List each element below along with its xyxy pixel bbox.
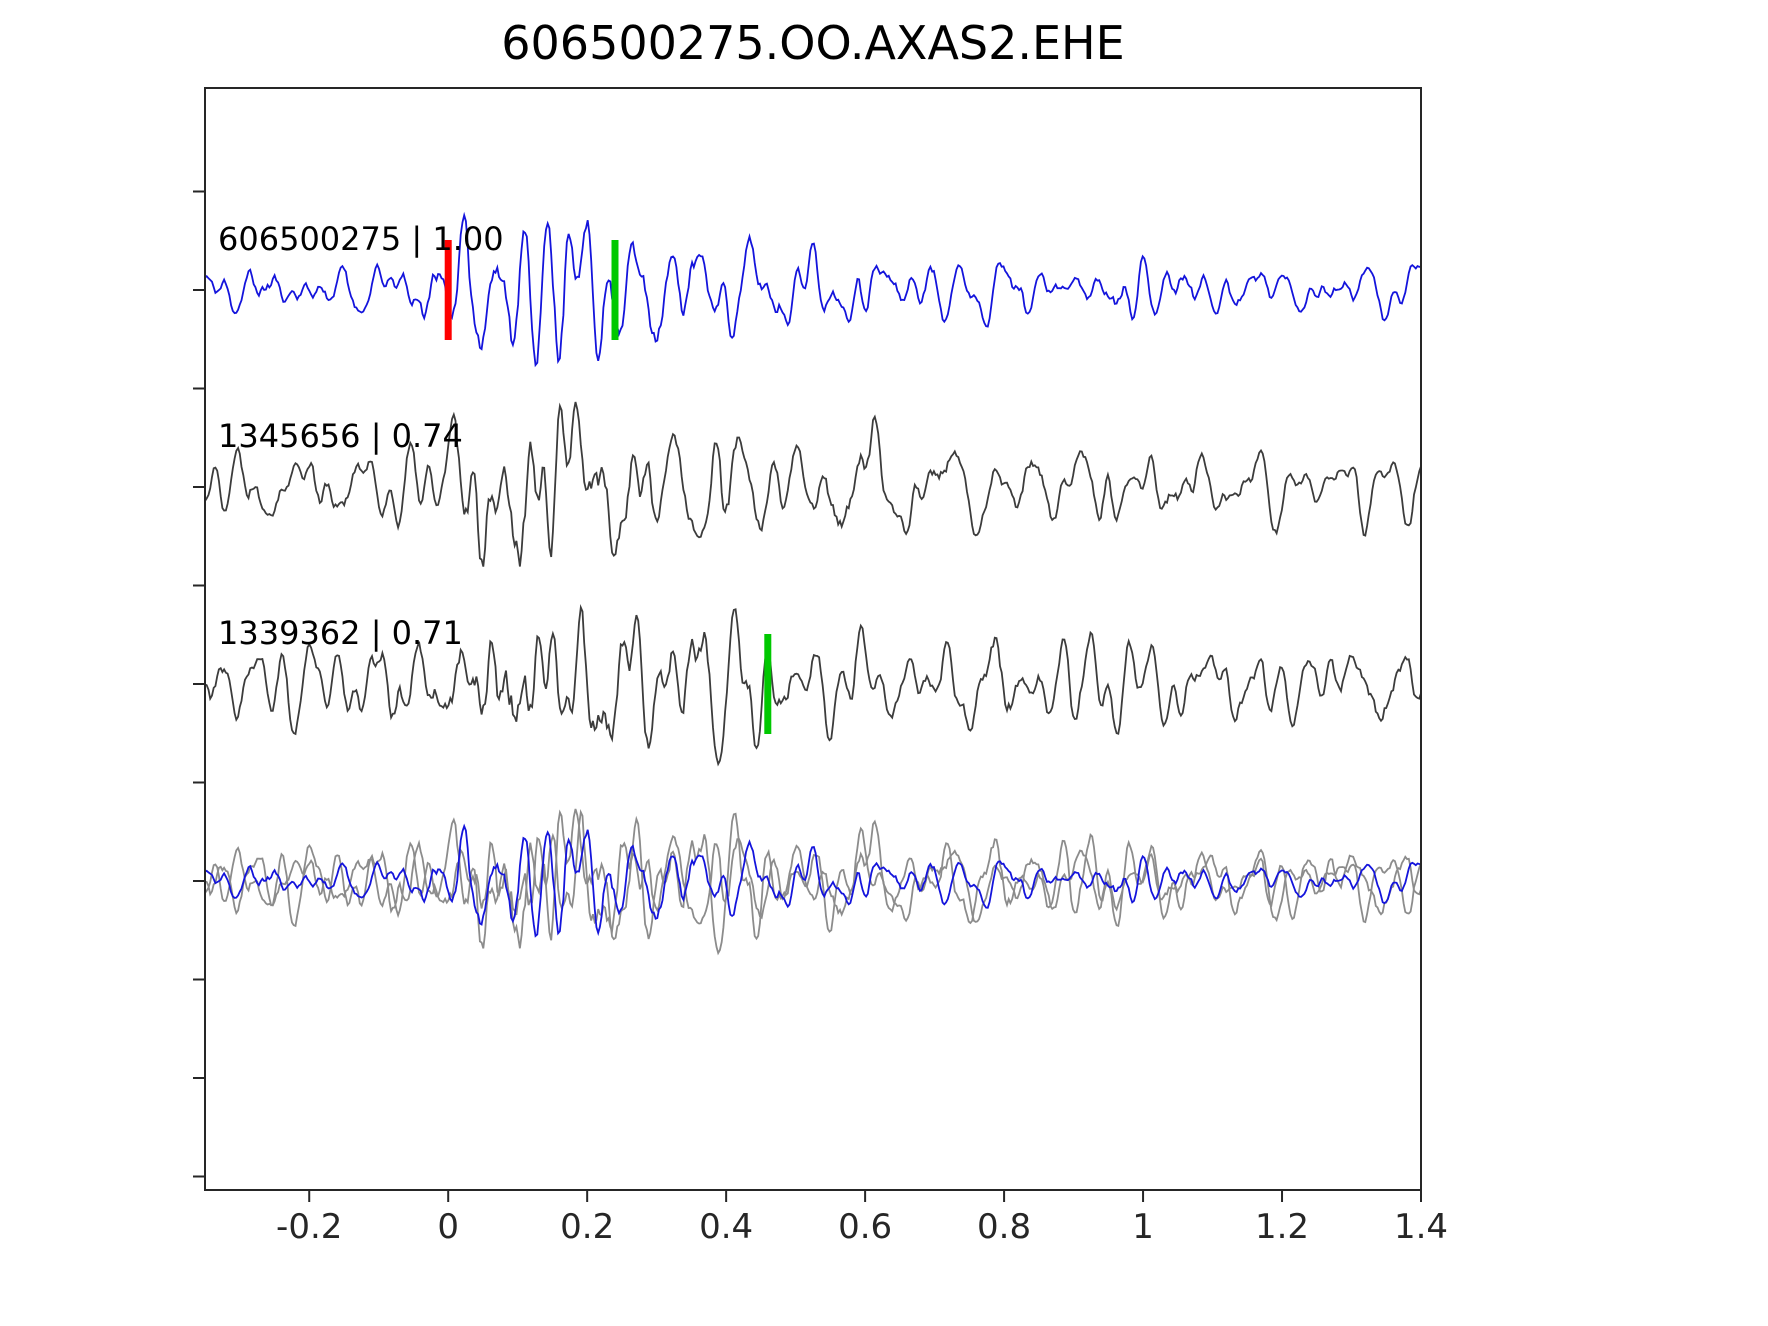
axes-box <box>204 87 1422 1191</box>
waveform-trace-606500275 <box>205 211 1421 368</box>
x-tick-label: 0.4 <box>699 1207 753 1247</box>
waveform-trace-1345656 <box>205 401 1421 567</box>
x-tick-label: 0 <box>437 1207 459 1247</box>
pick-marker-green <box>611 240 619 340</box>
trace-label-detection-1: 1345656 | 0.74 <box>218 417 463 455</box>
x-tick-label: 0.2 <box>560 1207 614 1247</box>
trace-label-detection-2: 1339362 | 0.71 <box>218 614 463 652</box>
overlay-trace-1339362 <box>205 809 1421 956</box>
x-tick-label: 1.2 <box>1255 1207 1309 1247</box>
pick-marker-green <box>764 634 772 734</box>
figure-title: 606500275.OO.AXAS2.EHE <box>501 16 1125 70</box>
x-tick-label: 0.6 <box>838 1207 892 1247</box>
pick-marker-red <box>444 240 452 340</box>
x-tick-label: -0.2 <box>276 1207 342 1247</box>
x-tick-label: 1.4 <box>1394 1207 1448 1247</box>
x-tick-label: 0.8 <box>977 1207 1031 1247</box>
x-tick-label: 1 <box>1132 1207 1154 1247</box>
trace-label-template: 606500275 | 1.00 <box>218 220 504 258</box>
waveform-trace-1339362 <box>205 604 1421 767</box>
overlay-trace-606500275 <box>205 823 1421 938</box>
